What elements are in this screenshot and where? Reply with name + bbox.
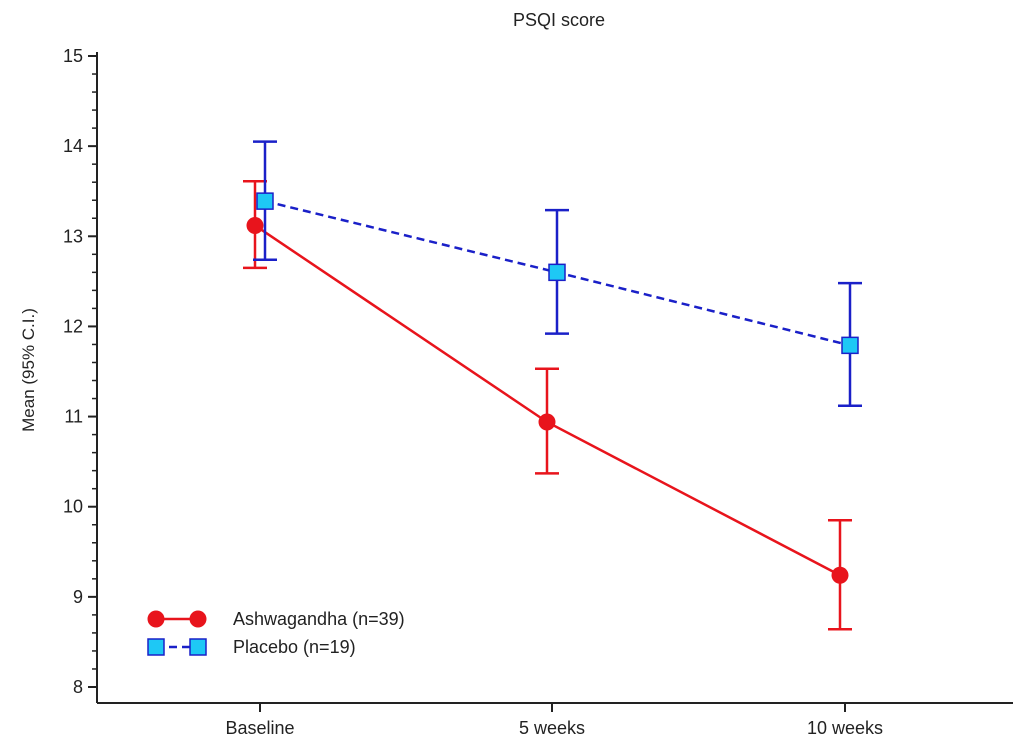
legend-label-1: Placebo (n=19) [233, 637, 356, 657]
legend-marker [147, 610, 165, 628]
x-tick-label-1: 5 weeks [519, 718, 585, 738]
data-point [246, 216, 264, 234]
x-tick-label-0: Baseline [225, 718, 294, 738]
series-layer [243, 140, 862, 631]
data-point [256, 192, 274, 210]
legend: Ashwagandha (n=39) Placebo (n=19) [147, 609, 405, 657]
y-tick-label-9: 9 [73, 587, 83, 607]
series-1 [253, 140, 862, 408]
data-point [831, 566, 849, 584]
y-tick-label-14: 14 [63, 136, 83, 156]
series-0 [243, 180, 852, 631]
x-tick-label-2: 10 weeks [807, 718, 883, 738]
data-point [538, 413, 556, 431]
legend-marker [189, 638, 207, 656]
y-tick-label-8: 8 [73, 677, 83, 697]
chart-title: PSQI score [513, 10, 605, 30]
legend-label-0: Ashwagandha (n=39) [233, 609, 405, 629]
y-tick-label-13: 13 [63, 226, 83, 246]
y-tick-label-11: 11 [64, 407, 83, 427]
legend-marker [147, 638, 165, 656]
y-tick-label-12: 12 [63, 316, 83, 336]
legend-item-1: Placebo (n=19) [147, 637, 356, 657]
y-tick-label-15: 15 [63, 46, 83, 66]
legend-item-0: Ashwagandha (n=39) [147, 609, 405, 629]
axes: 8 9 10 11 12 13 14 15 Baseline 5 weeks 10 weeks [63, 46, 1013, 738]
y-tick-label-10: 10 [63, 497, 83, 517]
data-point [548, 263, 566, 282]
legend-marker [189, 610, 207, 628]
data-point [841, 336, 859, 355]
y-axis-title: Mean (95% C.I.) [19, 308, 38, 432]
